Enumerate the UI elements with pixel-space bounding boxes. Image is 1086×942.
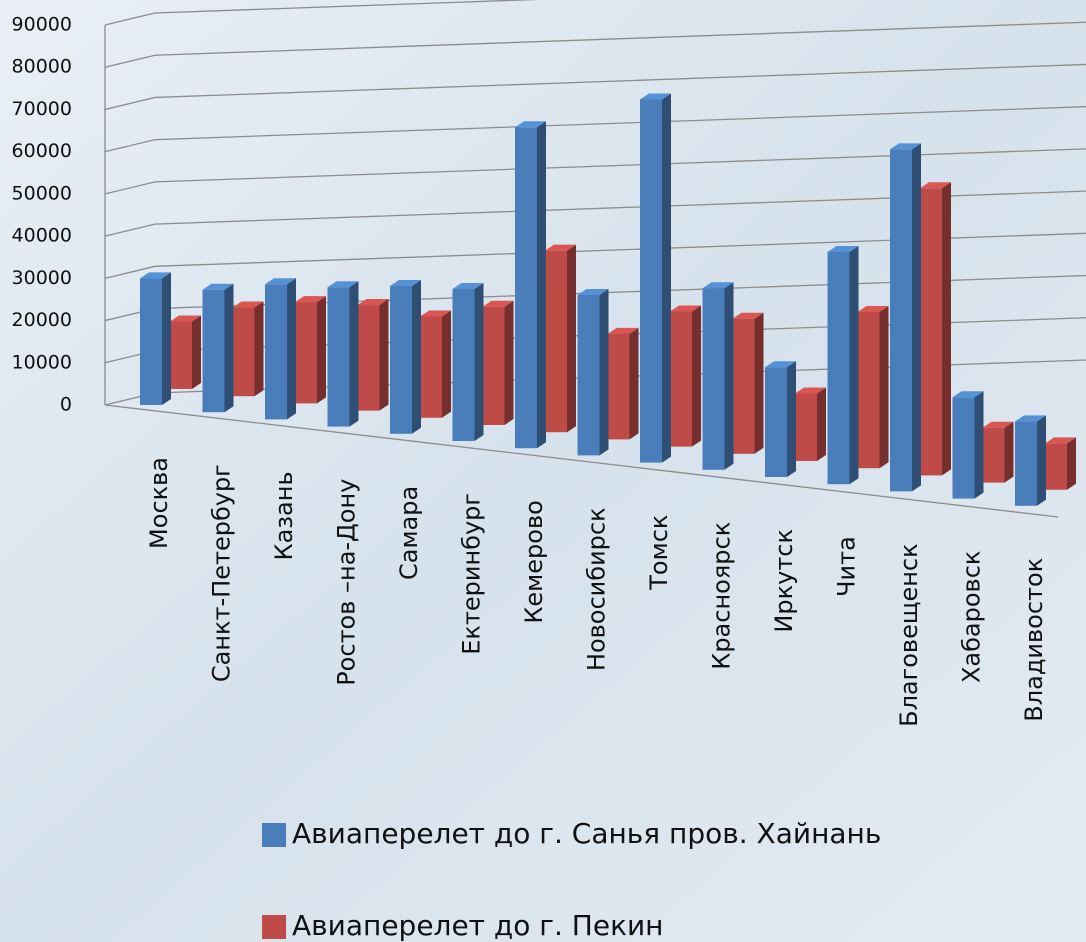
x-tick-label: Москва: [145, 457, 173, 549]
bar-side: [162, 272, 171, 405]
y-tick-label: 50000: [12, 182, 72, 204]
bar-side: [567, 245, 576, 433]
bar: [295, 302, 317, 403]
y-tick-label: 10000: [12, 351, 72, 373]
bar: [920, 188, 942, 475]
bar: [828, 252, 850, 484]
bar: [233, 308, 255, 397]
y-tick-label: 20000: [12, 309, 72, 331]
bar: [545, 251, 567, 433]
bar-side: [350, 281, 359, 426]
x-tick-label: Самара: [395, 486, 423, 580]
bar-side: [662, 93, 671, 462]
bar: [390, 286, 412, 434]
bar: [733, 319, 755, 454]
bar: [578, 295, 600, 455]
y-tick-label: 30000: [12, 267, 72, 289]
bar: [203, 290, 225, 412]
bar-side: [412, 280, 421, 434]
x-tick-label: Хабаровск: [958, 551, 986, 683]
x-tick-label: Благовещенск: [895, 543, 923, 726]
bar-side: [380, 299, 389, 411]
bar-side: [192, 315, 201, 389]
y-tick-label: 80000: [12, 56, 72, 78]
bar: [483, 307, 505, 425]
bar-side: [442, 310, 451, 417]
bar-side: [692, 305, 701, 446]
x-tick-label: Новосибирск: [583, 507, 611, 671]
x-tick-label: Казань: [270, 471, 298, 560]
legend-label: Авиаперелет до г. Пекин: [292, 909, 663, 942]
bar: [765, 367, 787, 477]
bar-side: [912, 143, 921, 491]
bar-side: [880, 306, 889, 468]
y-tick-label: 90000: [12, 14, 72, 36]
bar-side: [600, 289, 609, 455]
legend-swatch: [262, 915, 286, 939]
x-tick-label: Чита: [833, 536, 861, 597]
bar: [420, 316, 442, 417]
bar-side: [475, 283, 484, 441]
bar: [358, 305, 380, 411]
bar: [858, 312, 880, 468]
bar-side: [255, 302, 264, 397]
bar: [703, 288, 725, 470]
bar-side: [1067, 437, 1076, 489]
bar-side: [1037, 415, 1046, 505]
y-tick-label: 40000: [12, 225, 72, 247]
x-tick-label: Владивосток: [1020, 558, 1048, 722]
bar: [265, 284, 287, 419]
y-tick-label: 0: [60, 394, 72, 416]
bar: [890, 149, 912, 491]
bar: [453, 289, 475, 441]
bar: [515, 127, 537, 448]
chart: 0 10000 20000 30000 40000 50000 60000 70000 8000…: [0, 0, 1086, 942]
bar: [328, 287, 350, 426]
bar-side: [942, 182, 951, 475]
x-tick-label: Красноярск: [708, 522, 736, 670]
y-tick-label: 60000: [12, 140, 72, 162]
x-tick-label: Кемерово: [520, 500, 548, 623]
x-tick-label: Томск: [645, 515, 673, 591]
bar-side: [975, 391, 984, 498]
bar: [1015, 421, 1037, 505]
bar-side: [630, 328, 639, 440]
bar: [983, 428, 1005, 483]
bar-side: [287, 278, 296, 419]
x-tick-label: Санкт-Петербург: [208, 464, 236, 682]
x-tick-label: Ектеринбург: [458, 493, 486, 655]
bar-side: [317, 296, 326, 403]
bar-side: [850, 246, 859, 484]
bar: [170, 321, 192, 389]
bar-side: [725, 282, 734, 470]
bar-side: [755, 313, 764, 454]
bar: [640, 99, 662, 462]
bar: [140, 278, 162, 405]
bar-side: [225, 284, 234, 412]
legend-label: Авиаперелет до г. Санья пров. Хайнань: [292, 817, 881, 850]
bar-side: [537, 121, 546, 448]
y-tick-label: 70000: [12, 98, 72, 120]
bar-side: [787, 361, 796, 477]
bar: [670, 311, 692, 446]
bar: [1045, 443, 1067, 489]
x-tick-label: Иркутск: [770, 529, 798, 633]
bar: [953, 397, 975, 498]
bar: [795, 393, 817, 461]
bar-side: [817, 387, 826, 461]
bar-side: [1005, 422, 1014, 483]
bar-side: [505, 301, 514, 425]
x-tick-label: Ростов –на-Дону: [333, 479, 361, 686]
legend-swatch: [262, 823, 286, 847]
bar: [608, 334, 630, 440]
